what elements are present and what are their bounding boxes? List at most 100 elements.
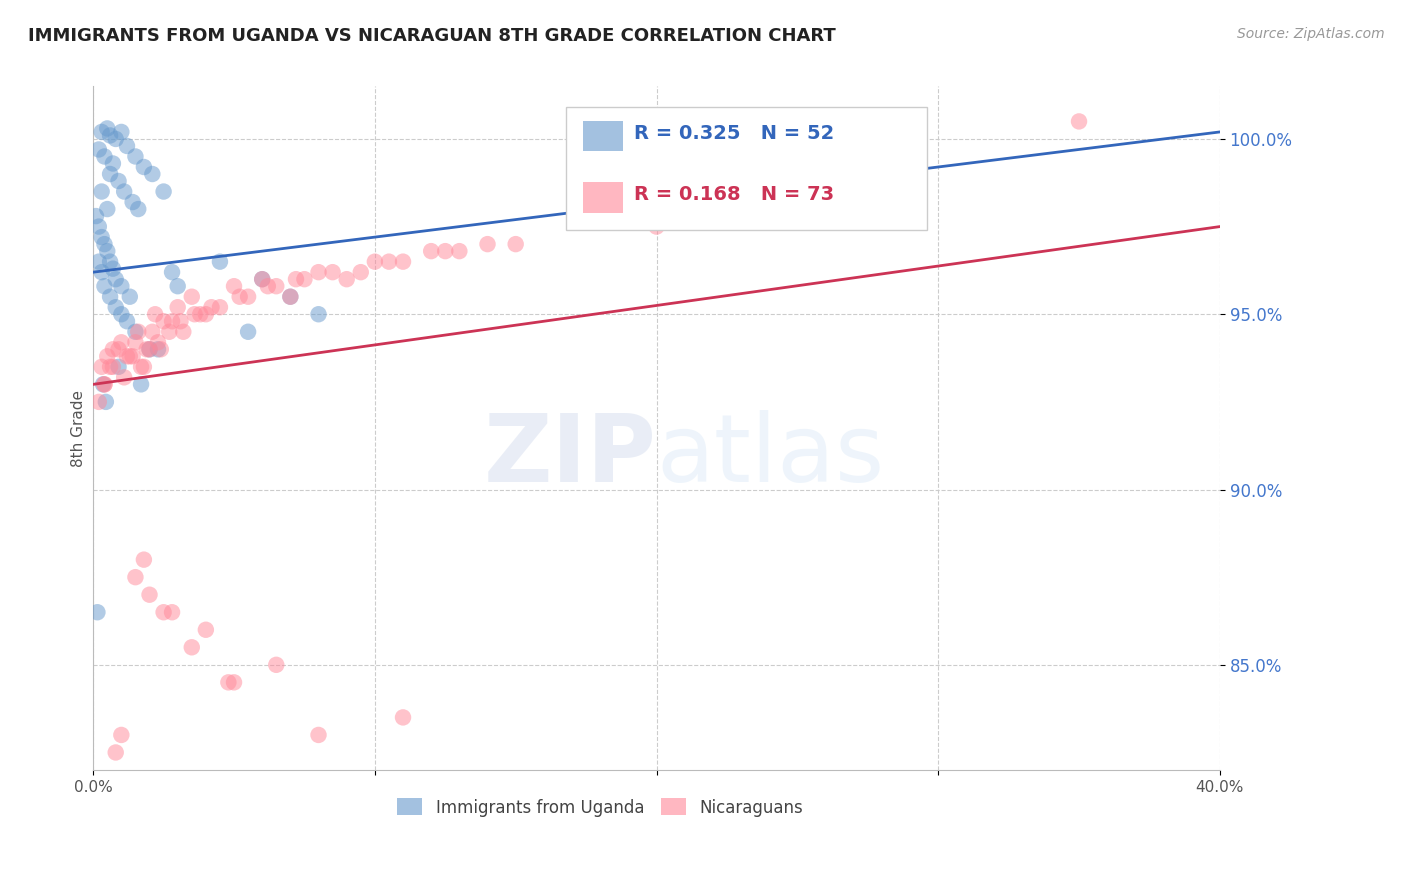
Point: [141, 325, 163, 339]
Point: [90, 185, 112, 199]
Point: [172, 325, 194, 339]
Point: [308, 265, 330, 279]
Point: [160, 605, 183, 619]
Point: [336, 272, 359, 286]
Point: [93, 149, 115, 163]
Point: [115, 139, 138, 153]
Point: [1067, 114, 1090, 128]
Point: [280, 290, 302, 304]
Point: [112, 370, 135, 384]
Point: [101, 359, 124, 374]
Point: [256, 279, 278, 293]
Point: [236, 325, 259, 339]
Point: [90, 125, 112, 139]
Point: [135, 343, 157, 357]
Point: [124, 570, 146, 584]
Point: [98, 167, 121, 181]
Point: [152, 314, 174, 328]
Bar: [583, 120, 623, 152]
Point: [93, 377, 115, 392]
Point: [434, 244, 457, 259]
Text: ZIP: ZIP: [484, 409, 657, 501]
Point: [87, 254, 110, 268]
Point: [183, 307, 205, 321]
Point: [84, 209, 107, 223]
Text: atlas: atlas: [657, 409, 884, 501]
Point: [143, 307, 166, 321]
Point: [132, 160, 155, 174]
Point: [228, 290, 250, 304]
Point: [93, 279, 115, 293]
Point: [118, 349, 141, 363]
Point: [87, 395, 110, 409]
Point: [132, 359, 155, 374]
Point: [378, 254, 401, 268]
Point: [121, 349, 143, 363]
Point: [280, 290, 302, 304]
Point: [157, 325, 180, 339]
Point: [194, 623, 217, 637]
Point: [392, 254, 415, 268]
Point: [194, 307, 217, 321]
Point: [129, 359, 152, 374]
Point: [138, 343, 160, 357]
Point: [222, 279, 245, 293]
Point: [166, 300, 188, 314]
Point: [110, 728, 132, 742]
Point: [264, 279, 287, 293]
Point: [87, 219, 110, 234]
Point: [96, 349, 118, 363]
Point: [222, 675, 245, 690]
Point: [188, 307, 211, 321]
Point: [127, 202, 149, 216]
Point: [121, 195, 143, 210]
Point: [96, 244, 118, 259]
Point: [91, 377, 114, 392]
Point: [107, 174, 129, 188]
Point: [322, 265, 344, 279]
Point: [392, 710, 415, 724]
Text: R = 0.168   N = 73: R = 0.168 N = 73: [634, 186, 834, 204]
Point: [104, 272, 127, 286]
Point: [115, 314, 138, 328]
Point: [98, 359, 121, 374]
Text: IMMIGRANTS FROM UGANDA VS NICARAGUAN 8TH GRADE CORRELATION CHART: IMMIGRANTS FROM UGANDA VS NICARAGUAN 8TH…: [28, 27, 837, 45]
Point: [264, 657, 287, 672]
Text: Source: ZipAtlas.com: Source: ZipAtlas.com: [1237, 27, 1385, 41]
Point: [200, 300, 222, 314]
Point: [110, 307, 132, 321]
Point: [127, 325, 149, 339]
Point: [152, 185, 174, 199]
Point: [138, 588, 160, 602]
Point: [308, 307, 330, 321]
Point: [208, 254, 231, 268]
Point: [250, 272, 273, 286]
Point: [152, 605, 174, 619]
Point: [166, 279, 188, 293]
Point: [115, 349, 138, 363]
Point: [132, 552, 155, 566]
Point: [505, 237, 527, 252]
Point: [101, 156, 124, 170]
Point: [98, 290, 121, 304]
Point: [180, 290, 202, 304]
Point: [141, 167, 163, 181]
Point: [449, 244, 471, 259]
Point: [124, 335, 146, 350]
Point: [124, 149, 146, 163]
Point: [94, 395, 117, 409]
Point: [118, 290, 141, 304]
Point: [138, 343, 160, 357]
Point: [236, 290, 259, 304]
Point: [90, 230, 112, 244]
Point: [477, 237, 499, 252]
Point: [93, 377, 115, 392]
Point: [98, 254, 121, 268]
Point: [98, 128, 121, 143]
Point: [93, 237, 115, 252]
Point: [308, 728, 330, 742]
Point: [180, 640, 202, 655]
Point: [87, 143, 110, 157]
FancyBboxPatch shape: [567, 107, 927, 230]
Point: [160, 314, 183, 328]
